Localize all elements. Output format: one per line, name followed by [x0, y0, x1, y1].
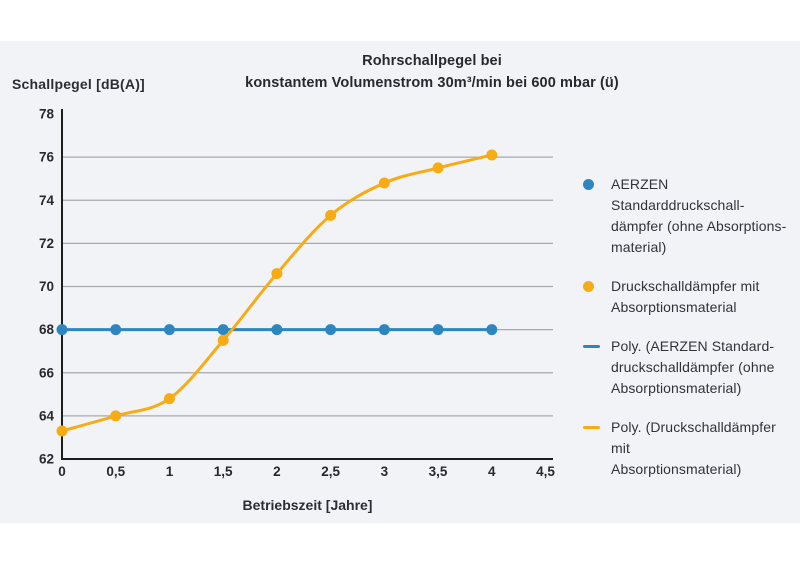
data-point-series-0	[378, 324, 390, 336]
x-tick-label: 4	[488, 464, 496, 479]
legend-dot-icon	[583, 281, 594, 292]
x-tick-label: 3,5	[429, 464, 448, 479]
legend-marker-column	[583, 417, 611, 429]
legend-marker-column	[583, 336, 611, 348]
data-point-series-1	[432, 162, 444, 174]
data-point-series-0	[110, 324, 122, 336]
data-point-series-1	[110, 410, 122, 422]
data-point-series-0	[432, 324, 444, 336]
data-point-series-0	[271, 324, 283, 336]
legend-item-label: AERZEN Standarddruckschall-dämpfer (ohne…	[611, 174, 793, 258]
x-tick-label: 2	[273, 464, 281, 479]
legend-item-2: Poly. (AERZEN Standard-druckschalldämpfe…	[583, 336, 793, 399]
legend-label-line: dämpfer (ohne Absorptions-	[611, 218, 787, 234]
y-tick-label: 62	[39, 452, 54, 467]
data-point-series-1	[378, 177, 390, 189]
chart-panel	[0, 41, 800, 523]
y-tick-label: 68	[39, 322, 55, 337]
x-tick-label: 4,5	[536, 464, 555, 479]
y-tick-label: 64	[39, 408, 55, 423]
y-tick-label: 78	[39, 107, 55, 122]
data-point-series-0	[217, 324, 229, 336]
x-tick-label: 1,5	[214, 464, 233, 479]
legend-item-1: Druckschalldämpfer mit Absorptionsmateria…	[583, 276, 793, 318]
chart-title: Rohrschallpegel bei konstantem Volumenst…	[232, 50, 632, 94]
x-tick-label: 0,5	[106, 464, 125, 479]
legend-label-line: Poly. (Druckschalldämpfer mit	[611, 419, 776, 456]
data-point-series-1	[217, 334, 229, 346]
data-point-series-1	[56, 425, 68, 437]
legend-label-line: Absorptionsmaterial)	[611, 380, 742, 396]
chart-title-line1: Rohrschallpegel bei	[362, 53, 502, 69]
x-tick-label: 1	[166, 464, 174, 479]
y-tick-label: 66	[39, 365, 55, 380]
x-axis-title: Betriebszeit [Jahre]	[242, 497, 373, 513]
data-point-series-1	[163, 393, 175, 405]
legend-label-line: Druckschalldämpfer mit	[611, 278, 760, 294]
legend-marker-column	[583, 174, 611, 190]
legend-item-label: Poly. (Druckschalldämpfer mit Absorptions…	[611, 417, 793, 480]
y-tick-label: 72	[39, 236, 54, 251]
data-point-series-0	[486, 324, 498, 336]
legend: AERZEN Standarddruckschall-dämpfer (ohne…	[583, 174, 793, 480]
series-line-1	[60, 153, 494, 433]
legend-item-label: Poly. (AERZEN Standard-druckschalldämpfe…	[611, 336, 774, 399]
legend-item-0: AERZEN Standarddruckschall-dämpfer (ohne…	[583, 174, 793, 258]
legend-line-icon	[583, 426, 600, 429]
legend-marker-column	[583, 276, 611, 292]
data-point-series-0	[325, 324, 337, 336]
data-point-series-1	[271, 268, 283, 280]
y-tick-label: 74	[39, 193, 55, 208]
legend-line-icon	[583, 345, 600, 348]
data-point-series-1	[486, 149, 498, 161]
data-point-series-0	[163, 324, 175, 336]
y-axis-title: Schallpegel [dB(A)]	[12, 76, 145, 92]
legend-label-line: druckschalldämpfer (ohne	[611, 359, 775, 375]
chart-title-line2: konstantem Volumenstrom 30m³/min bei 600…	[245, 75, 619, 91]
x-tick-label: 2,5	[321, 464, 340, 479]
x-tick-label: 3	[381, 464, 389, 479]
legend-label-line: AERZEN Standarddruckschall-	[611, 176, 745, 213]
legend-item-3: Poly. (Druckschalldämpfer mit Absorptions…	[583, 417, 793, 480]
x-tick-label: 0	[58, 464, 66, 479]
data-point-series-0	[56, 324, 68, 336]
legend-label-line: material)	[611, 239, 667, 255]
legend-item-label: Druckschalldämpfer mit Absorptionsmateria…	[611, 276, 759, 318]
legend-dot-icon	[583, 179, 594, 190]
legend-label-line: Absorptionsmaterial	[611, 299, 737, 315]
legend-label-line: Absorptionsmaterial)	[611, 461, 742, 477]
data-point-series-1	[325, 209, 337, 221]
legend-label-line: Poly. (AERZEN Standard-	[611, 338, 775, 354]
y-tick-label: 70	[39, 279, 54, 294]
y-tick-label: 76	[39, 150, 55, 165]
